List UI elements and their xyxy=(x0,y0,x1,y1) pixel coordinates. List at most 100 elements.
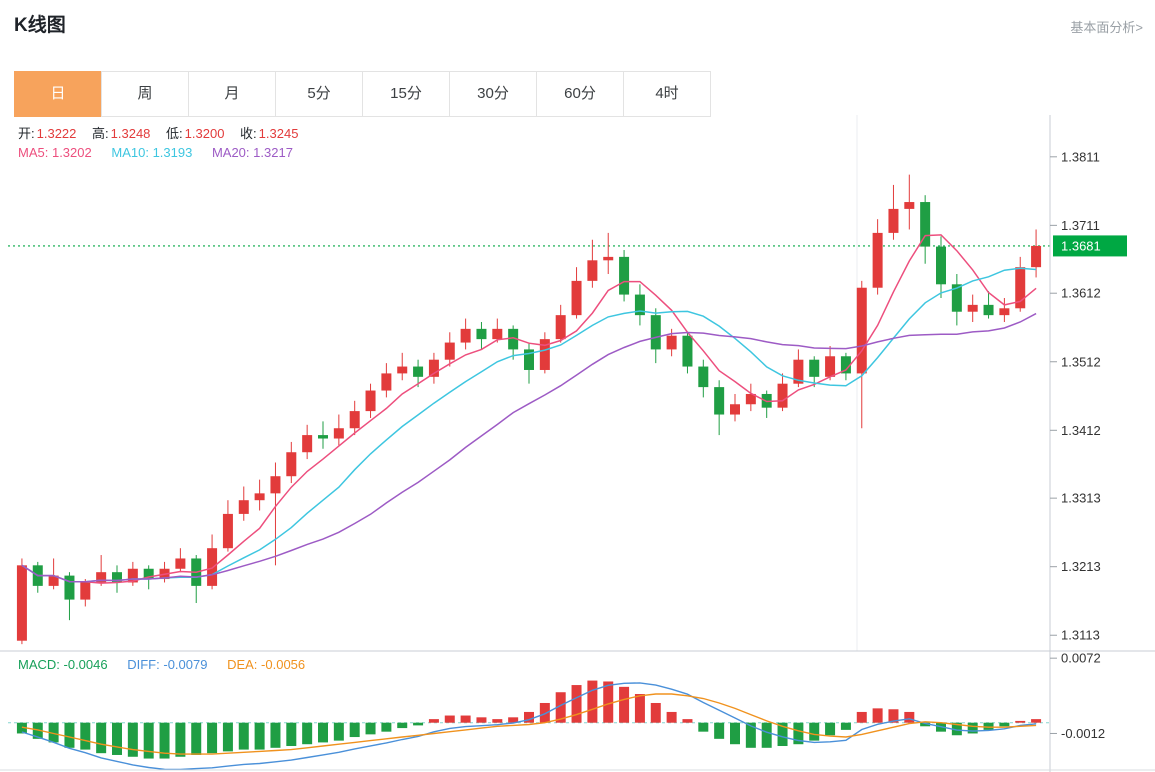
dea-label: DEA: xyxy=(227,657,258,672)
macd-bar xyxy=(397,722,408,729)
macd-bar xyxy=(619,686,630,723)
macd-bar xyxy=(951,722,962,736)
macd-bar xyxy=(32,722,43,739)
open-label: 开: xyxy=(18,126,35,141)
macd-bar xyxy=(365,722,376,735)
dea-line xyxy=(21,693,1037,755)
candle-body xyxy=(460,328,471,343)
macd-bar xyxy=(840,722,851,730)
macd-bar xyxy=(191,722,202,755)
tab-5min[interactable]: 5分 xyxy=(275,71,363,117)
dea-value: -0.0056 xyxy=(261,657,306,672)
candle-body xyxy=(967,304,978,312)
candle-body xyxy=(48,575,59,586)
macd-axis-label: -0.0012 xyxy=(1061,726,1105,741)
macd-bar xyxy=(270,722,281,748)
candle-body xyxy=(1031,245,1042,268)
macd-bar xyxy=(64,722,75,748)
macd-bar xyxy=(381,722,392,732)
macd-bar xyxy=(80,722,91,750)
ma10-line xyxy=(21,267,1037,583)
tab-15min[interactable]: 15分 xyxy=(362,71,450,117)
candle-body xyxy=(80,582,91,600)
price-axis-label: 1.3711 xyxy=(1061,218,1100,233)
low-label: 低: xyxy=(166,126,183,141)
ma5-legend: MA5: 1.3202 xyxy=(18,145,92,160)
macd-bar xyxy=(428,719,439,723)
macd-bar xyxy=(904,711,915,723)
macd-bar xyxy=(634,694,645,723)
diff-line xyxy=(21,682,1037,771)
tab-month[interactable]: 月 xyxy=(188,71,276,117)
ma10-label: MA10: xyxy=(111,145,149,160)
candle-body xyxy=(238,500,249,514)
macd-bar xyxy=(48,722,59,743)
candle-body xyxy=(476,328,487,340)
macd-bar xyxy=(349,722,360,738)
candle-body xyxy=(951,284,962,312)
candle-body xyxy=(397,366,408,374)
candle-body xyxy=(840,356,851,374)
macd-bar xyxy=(1031,719,1042,723)
fundamental-analysis-link[interactable]: 基本面分析> xyxy=(1070,20,1143,35)
candle-body xyxy=(777,383,788,408)
kline-chart[interactable]: 1.3811 1.3711 1.3612 1.3512 1.3412 1.3313 1.32… xyxy=(0,115,1155,772)
close-value: 1.3245 xyxy=(258,126,299,141)
macd-bar xyxy=(143,722,154,759)
tab-week[interactable]: 周 xyxy=(101,71,189,117)
candle-body xyxy=(333,428,344,439)
macd-bar xyxy=(999,722,1010,727)
macd-bar xyxy=(539,702,550,723)
candle-body xyxy=(634,294,645,316)
candle-body xyxy=(936,246,946,285)
price-axis-label: 1.3313 xyxy=(1061,491,1101,506)
macd-label: MACD: xyxy=(18,657,60,672)
macd-bar xyxy=(1015,720,1026,723)
macd-bar xyxy=(555,692,566,723)
price-axis-label: 1.3811 xyxy=(1061,149,1100,164)
tab-day[interactable]: 日 xyxy=(14,71,102,117)
candle-body xyxy=(428,359,439,377)
current-price-badge-value: 1.3681 xyxy=(1061,238,1101,253)
diff-value: -0.0079 xyxy=(163,657,208,672)
price-axis-label: 1.3213 xyxy=(1061,559,1101,574)
macd-bar xyxy=(444,715,455,723)
tab-4hour[interactable]: 4时 xyxy=(623,71,711,117)
macd-bar xyxy=(714,722,725,739)
macd-bar xyxy=(793,722,804,745)
candle-body xyxy=(64,575,75,600)
candle-body xyxy=(888,208,899,233)
tab-30min[interactable]: 30分 xyxy=(449,71,537,117)
tab-60min[interactable]: 60分 xyxy=(536,71,624,117)
macd-bar xyxy=(460,715,471,723)
macd-bar xyxy=(127,722,138,757)
macd-bar xyxy=(508,717,519,723)
ma10-legend: MA10: 1.3193 xyxy=(111,145,192,160)
timeframe-tabs: 日 周 月 5分 15分 30分 60分 4时 xyxy=(14,71,711,117)
ohlc-legend: 开: 1.3222 高: 1.3248 低: 1.3200 收: 1.3245 xyxy=(18,123,310,142)
price-axis-label: 1.3113 xyxy=(1061,628,1100,643)
candle-body xyxy=(730,404,740,415)
low-value: 1.3200 xyxy=(184,126,225,141)
candle-body xyxy=(112,572,122,583)
macd-bar xyxy=(96,722,107,754)
macd-bar xyxy=(222,722,233,752)
candle-body xyxy=(270,476,281,494)
candle-body xyxy=(666,335,677,350)
macd-axis-label: 0.0072 xyxy=(1061,651,1101,666)
ma20-legend: MA20: 1.3217 xyxy=(212,145,293,160)
candle-body xyxy=(365,390,376,412)
macd-value: -0.0046 xyxy=(63,657,108,672)
candle-body xyxy=(318,435,328,439)
macd-bar xyxy=(16,722,27,734)
macd-bar xyxy=(809,722,820,741)
candle-body xyxy=(254,493,265,501)
candle-body xyxy=(603,256,614,261)
macd-value-legend: MACD: -0.0046 xyxy=(18,657,108,672)
price-axis-label: 1.3412 xyxy=(1061,423,1101,438)
macd-bar xyxy=(318,722,328,743)
current-price-badge xyxy=(1053,235,1127,257)
ma20-label: MA20: xyxy=(211,145,250,160)
macd-bar xyxy=(571,685,582,723)
candle-body xyxy=(524,349,534,370)
